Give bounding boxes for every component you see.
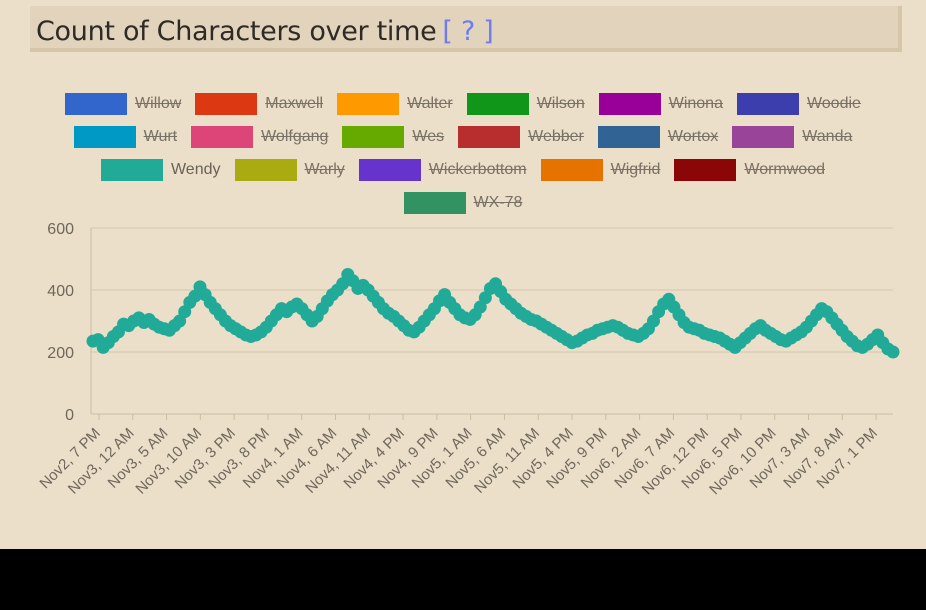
legend-item-wormwood[interactable]: Wormwood (674, 159, 825, 181)
legend-swatch (732, 126, 795, 148)
legend-swatch (736, 93, 799, 115)
legend-item-wortox[interactable]: Wortox (597, 126, 719, 148)
legend-swatch (403, 192, 466, 214)
legend-swatch (73, 126, 136, 148)
page-title: Count of Characters over time[ ? ] (36, 16, 494, 47)
legend-label: Wes (412, 128, 445, 145)
legend-label: Winona (668, 95, 723, 112)
help-link[interactable]: [ ? ] (442, 16, 494, 47)
legend-swatch (342, 126, 405, 148)
legend-swatch (337, 93, 400, 115)
legend-item-wurt[interactable]: Wurt (73, 126, 178, 148)
legend-item-maxwell[interactable]: Maxwell (195, 93, 323, 115)
legend-label: Woodie (806, 95, 861, 112)
y-tick-label: 200 (47, 345, 74, 362)
legend-label: Wormwood (744, 161, 825, 178)
legend-item-wilson[interactable]: Wilson (466, 93, 585, 115)
legend-item-wigfrid[interactable]: Wigfrid (540, 159, 661, 181)
legend-swatch (540, 159, 603, 181)
legend-item-walter[interactable]: Walter (337, 93, 453, 115)
y-tick-label: 400 (47, 283, 74, 300)
legend-swatch (191, 126, 254, 148)
y-tick-label: 0 (65, 407, 74, 424)
legend-row: Wurt Wolfgang Wes Webber Wortox Wanda (0, 125, 926, 149)
legend-item-wolfgang[interactable]: Wolfgang (191, 126, 328, 148)
legend-swatch (358, 159, 421, 181)
legend-label: Warly (304, 161, 345, 178)
legend-item-willow[interactable]: Willow (65, 93, 181, 115)
legend-row: Willow Maxwell Walter Wilson Winona Woodie (0, 92, 926, 116)
legend-label: Wendy (170, 161, 221, 178)
legend-swatch (458, 126, 521, 148)
bottom-black-bar (0, 549, 926, 610)
legend-label: Wilson (536, 95, 585, 112)
legend-label: Wanda (802, 128, 853, 145)
page-title-text: Count of Characters over time (36, 16, 437, 47)
legend-label: Wortox (667, 128, 719, 145)
legend-label: WX-78 (473, 194, 523, 211)
legend-item-wickerbottom[interactable]: Wickerbottom (358, 159, 527, 181)
legend-label: Walter (407, 95, 453, 112)
legend-swatch (597, 126, 660, 148)
legend-item-wes[interactable]: Wes (342, 126, 444, 148)
legend-item-winona[interactable]: Winona (598, 93, 723, 115)
legend-label: Willow (135, 95, 182, 112)
legend-item-wanda[interactable]: Wanda (732, 126, 852, 148)
chart-legend: Willow Maxwell Walter Wilson Winona Woodie Wur… (0, 92, 926, 224)
legend-item-woodie[interactable]: Woodie (736, 93, 861, 115)
legend-item-warly[interactable]: Warly (234, 159, 345, 181)
legend-swatch (466, 93, 529, 115)
y-tick-label: 600 (47, 221, 74, 238)
legend-swatch (598, 93, 661, 115)
legend-swatch (195, 93, 258, 115)
legend-item-wendy[interactable]: Wendy (100, 159, 221, 181)
legend-swatch (65, 93, 128, 115)
chart-title-box: Count of Characters over time[ ? ] (30, 6, 902, 52)
legend-swatch (674, 159, 737, 181)
legend-label: Wolfgang (261, 128, 329, 145)
legend-row: WX-78 (0, 191, 926, 215)
legend-swatch (100, 159, 163, 181)
legend-label: Webber (528, 128, 584, 145)
data-point[interactable] (886, 345, 900, 359)
legend-item-webber[interactable]: Webber (458, 126, 584, 148)
legend-swatch (234, 159, 297, 181)
legend-label: Wickerbottom (428, 161, 527, 178)
legend-row: Wendy Warly Wickerbottom Wigfrid Wormwood (0, 158, 926, 182)
legend-item-wx-78[interactable]: WX-78 (403, 192, 523, 214)
legend-label: Maxwell (265, 95, 324, 112)
legend-label: Wurt (143, 128, 178, 145)
legend-label: Wigfrid (610, 161, 661, 178)
